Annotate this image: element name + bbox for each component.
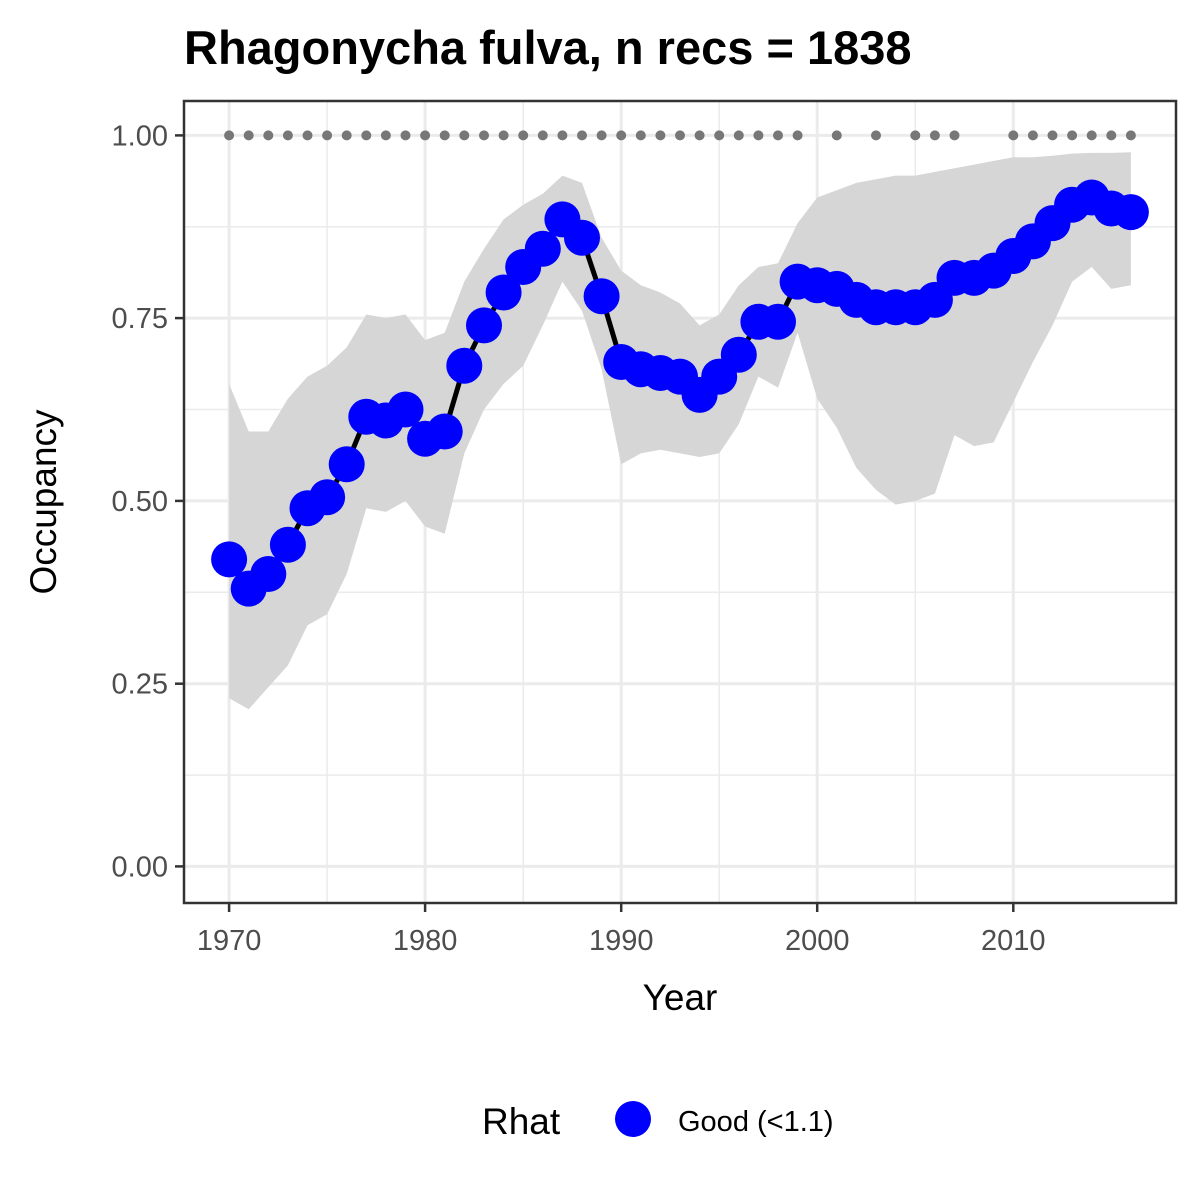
y-tick-label: 0.75 bbox=[112, 303, 168, 335]
record-year-dot bbox=[1047, 130, 1058, 141]
legend-key-good bbox=[615, 1101, 651, 1137]
record-year-dot bbox=[792, 130, 803, 141]
record-year-dot bbox=[439, 130, 450, 141]
occupancy-point bbox=[524, 230, 561, 267]
x-axis: 1970 1980 1990 2000 2010 bbox=[197, 903, 1046, 957]
record-year-dot bbox=[714, 130, 725, 141]
record-year-dot bbox=[361, 130, 372, 141]
record-year-dot bbox=[322, 130, 333, 141]
occupancy-point bbox=[211, 541, 248, 578]
x-tick-label: 1970 bbox=[197, 925, 262, 957]
occupancy-point bbox=[466, 307, 502, 344]
x-axis-title: Year bbox=[643, 977, 718, 1018]
occupancy-point bbox=[446, 347, 483, 384]
record-year-dot bbox=[1086, 130, 1097, 141]
record-year-dot bbox=[871, 130, 881, 141]
record-years-layer bbox=[224, 130, 1136, 141]
record-year-dot bbox=[596, 130, 607, 141]
credible-interval-ribbon-layer bbox=[229, 152, 1131, 710]
record-year-dot bbox=[635, 130, 646, 141]
record-year-dot bbox=[380, 130, 391, 141]
legend-label-good: Good (<1.1) bbox=[678, 1106, 834, 1138]
record-year-dot bbox=[1106, 130, 1117, 141]
occupancy-point bbox=[760, 303, 796, 340]
occupancy-point bbox=[387, 391, 424, 428]
occupancy-point bbox=[426, 413, 463, 450]
record-year-dot bbox=[675, 130, 685, 141]
record-year-dot bbox=[557, 130, 568, 141]
record-year-dot bbox=[1008, 130, 1019, 141]
x-tick-label: 2000 bbox=[785, 925, 850, 957]
occupancy-point bbox=[250, 556, 287, 592]
occupancy-point bbox=[485, 274, 522, 311]
occupancy-point bbox=[583, 278, 620, 315]
occupancy-point bbox=[1112, 194, 1149, 231]
record-year-dot bbox=[910, 130, 921, 141]
record-year-dot bbox=[773, 130, 783, 141]
x-tick-label: 2010 bbox=[981, 925, 1046, 957]
record-year-dot bbox=[459, 130, 470, 141]
record-year-dot bbox=[341, 130, 352, 141]
record-year-dot bbox=[577, 130, 587, 141]
x-tick-label: 1990 bbox=[589, 925, 654, 957]
occupancy-point bbox=[328, 446, 365, 483]
record-year-dot bbox=[733, 130, 744, 141]
record-year-dot bbox=[655, 130, 666, 141]
record-year-dot bbox=[1125, 130, 1136, 141]
record-year-dot bbox=[694, 130, 705, 141]
y-tick-label: 1.00 bbox=[112, 120, 168, 152]
record-year-dot bbox=[929, 130, 940, 141]
occupancy-point bbox=[269, 526, 306, 563]
record-year-dot bbox=[498, 130, 509, 141]
record-year-dot bbox=[537, 130, 548, 141]
y-tick-label: 0.25 bbox=[112, 669, 168, 701]
occupancy-point bbox=[720, 336, 757, 373]
record-year-dot bbox=[518, 130, 529, 141]
y-axis: 0.00 0.25 0.50 0.75 1.00 bbox=[112, 120, 184, 883]
record-year-dot bbox=[949, 130, 960, 141]
record-year-dot bbox=[243, 130, 254, 141]
record-year-dot bbox=[616, 130, 627, 141]
record-year-dot bbox=[1067, 130, 1078, 141]
occupancy-point bbox=[309, 479, 346, 516]
record-year-dot bbox=[753, 130, 764, 141]
record-year-dot bbox=[400, 130, 411, 141]
record-year-dot bbox=[282, 130, 293, 141]
record-year-dot bbox=[1027, 130, 1038, 141]
x-tick-label: 1980 bbox=[393, 925, 458, 957]
record-year-dot bbox=[224, 130, 235, 141]
legend-title: Rhat bbox=[482, 1101, 561, 1142]
occupancy-point bbox=[564, 219, 600, 256]
record-year-dot bbox=[263, 130, 274, 141]
y-tick-label: 0.50 bbox=[112, 486, 168, 518]
legend: Rhat Good (<1.1) bbox=[482, 1101, 834, 1142]
chart-title: Rhagonycha fulva, n recs = 1838 bbox=[184, 21, 912, 74]
y-axis-title: Occupancy bbox=[23, 409, 64, 595]
credible-interval-ribbon bbox=[229, 152, 1131, 710]
record-year-dot bbox=[302, 130, 313, 141]
record-year-dot bbox=[479, 130, 489, 141]
record-year-dot bbox=[831, 130, 842, 141]
y-tick-label: 0.00 bbox=[112, 851, 168, 883]
record-year-dot bbox=[420, 130, 431, 141]
occupancy-points-layer bbox=[211, 179, 1149, 607]
